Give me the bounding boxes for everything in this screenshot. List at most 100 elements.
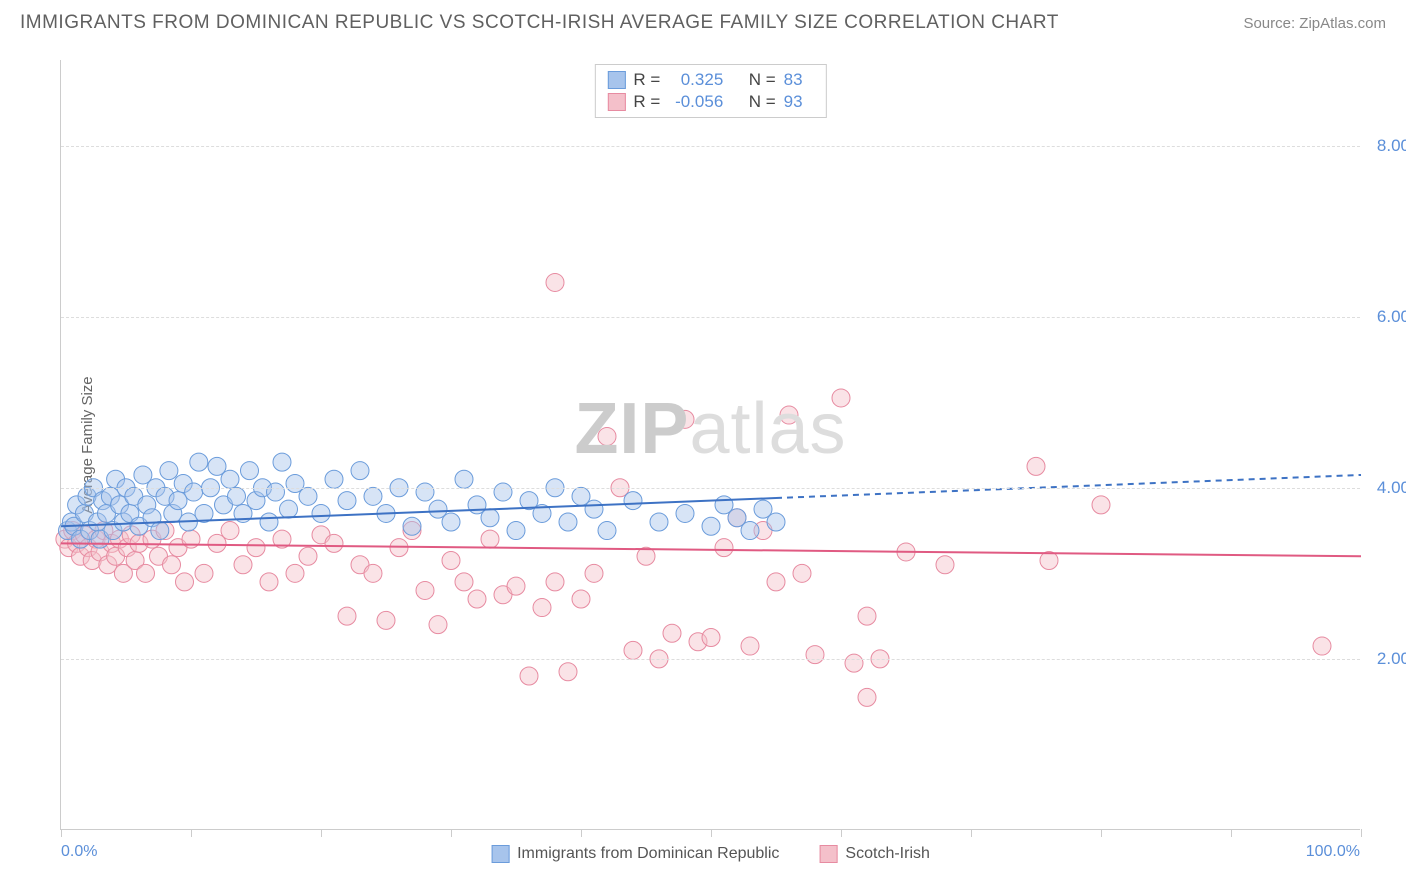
data-point [507, 577, 525, 595]
data-point [351, 462, 369, 480]
data-point [741, 637, 759, 655]
data-point [260, 513, 278, 531]
data-point [676, 410, 694, 428]
source-label: Source: ZipAtlas.com [1243, 15, 1386, 32]
data-point [403, 517, 421, 535]
correlation-legend: R =0.325 N = 83R =-0.056 N = 93 [594, 64, 826, 118]
x-tick [1231, 829, 1232, 837]
data-point [190, 453, 208, 471]
data-point [267, 483, 285, 501]
data-point [299, 547, 317, 565]
x-tick [711, 829, 712, 837]
x-tick [451, 829, 452, 837]
data-point [260, 573, 278, 591]
y-tick-label: 2.00 [1377, 649, 1406, 669]
data-point [624, 641, 642, 659]
x-tick [191, 829, 192, 837]
data-point [559, 513, 577, 531]
x-tick [581, 829, 582, 837]
data-point [325, 534, 343, 552]
data-point [169, 492, 187, 510]
data-point [185, 483, 203, 501]
data-point [338, 492, 356, 510]
plot-region: Average Family Size ZIPatlas R =0.325 N … [60, 60, 1360, 830]
data-point [715, 539, 733, 557]
gridline [61, 317, 1360, 318]
data-point [533, 599, 551, 617]
data-point [442, 552, 460, 570]
data-point [151, 522, 169, 540]
data-point [1313, 637, 1331, 655]
n-value: 83 [784, 70, 814, 90]
data-point [767, 573, 785, 591]
data-point [520, 667, 538, 685]
y-tick-label: 4.00 [1377, 478, 1406, 498]
legend-swatch [607, 71, 625, 89]
data-point [299, 487, 317, 505]
data-point [234, 556, 252, 574]
data-point [416, 483, 434, 501]
data-point [481, 509, 499, 527]
x-tick [1101, 829, 1102, 837]
gridline [61, 659, 1360, 660]
legend-series-label: Scotch-Irish [845, 845, 929, 863]
gridline [61, 146, 1360, 147]
data-point [312, 504, 330, 522]
data-point [741, 522, 759, 540]
data-point [1092, 496, 1110, 514]
data-point [221, 470, 239, 488]
data-point [546, 573, 564, 591]
data-point [137, 564, 155, 582]
r-value: 0.325 [668, 70, 723, 90]
data-point [585, 564, 603, 582]
data-point [468, 590, 486, 608]
legend-stat-row: R =0.325 N = 83 [607, 69, 813, 91]
data-point [286, 564, 304, 582]
x-axis-min-label: 0.0% [61, 843, 97, 861]
data-point [676, 504, 694, 522]
chart-title: IMMIGRANTS FROM DOMINICAN REPUBLIC VS SC… [20, 12, 1059, 34]
trend-line-dashed [776, 475, 1361, 498]
data-point [650, 513, 668, 531]
data-point [494, 483, 512, 501]
data-point [273, 453, 291, 471]
data-point [806, 646, 824, 664]
data-point [1027, 457, 1045, 475]
y-tick-label: 8.00 [1377, 136, 1406, 156]
y-tick-label: 6.00 [1377, 307, 1406, 327]
data-point [228, 487, 246, 505]
x-tick [841, 829, 842, 837]
data-point [767, 513, 785, 531]
data-point [663, 624, 681, 642]
data-point [858, 607, 876, 625]
data-point [624, 492, 642, 510]
data-point [160, 462, 178, 480]
legend-swatch [607, 93, 625, 111]
x-tick [321, 829, 322, 837]
data-point [221, 522, 239, 540]
legend-stat-row: R =-0.056 N = 93 [607, 91, 813, 113]
chart-area: Average Family Size ZIPatlas R =0.325 N … [60, 60, 1360, 830]
legend-series-label: Immigrants from Dominican Republic [517, 845, 779, 863]
data-point [429, 616, 447, 634]
data-point [280, 500, 298, 518]
data-point [598, 427, 616, 445]
x-axis-max-label: 100.0% [1306, 843, 1360, 861]
data-point [364, 564, 382, 582]
data-point [936, 556, 954, 574]
data-point [455, 573, 473, 591]
data-point [195, 564, 213, 582]
data-point [416, 581, 434, 599]
data-point [780, 406, 798, 424]
data-point [793, 564, 811, 582]
data-point [364, 487, 382, 505]
data-point [241, 462, 259, 480]
legend-swatch [819, 845, 837, 863]
data-point [702, 517, 720, 535]
data-point [442, 513, 460, 531]
data-point [598, 522, 616, 540]
data-point [481, 530, 499, 548]
scatter-svg [61, 60, 1361, 830]
data-point [247, 539, 265, 557]
x-tick [971, 829, 972, 837]
